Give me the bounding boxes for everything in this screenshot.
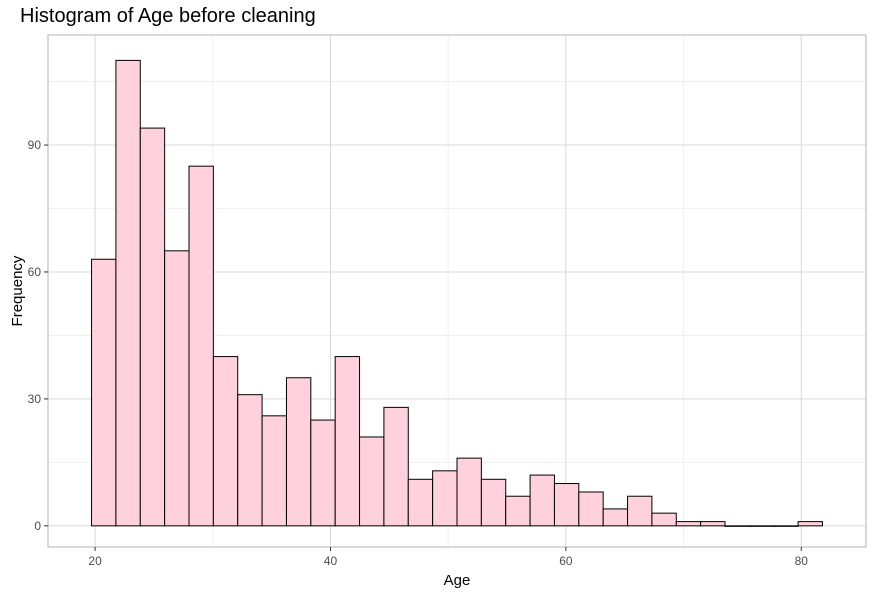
x-axis-ticks: 20 40 60 80 — [88, 547, 808, 568]
histogram-bar — [139, 127, 166, 527]
histogram-bar — [456, 457, 482, 527]
histogram-bar — [285, 377, 312, 527]
histogram-bar — [310, 419, 336, 527]
y-tick-label: 90 — [28, 138, 42, 152]
histogram-bars — [91, 59, 823, 527]
histogram-bar — [359, 436, 385, 527]
histogram-bar — [237, 394, 263, 527]
histogram-bar — [553, 483, 580, 527]
histogram-bar — [700, 521, 726, 527]
y-axis-ticks: 0 30 60 90 — [28, 138, 48, 533]
y-tick-label: 30 — [28, 392, 42, 406]
y-tick-label: 60 — [28, 265, 42, 279]
histogram-bar — [773, 525, 799, 527]
histogram-bar — [383, 406, 409, 527]
chart-title: Histogram of Age before cleaning — [20, 5, 316, 27]
x-tick-label: 80 — [795, 554, 809, 568]
histogram-bar — [261, 415, 287, 527]
y-axis-title: Frequency — [9, 255, 26, 326]
histogram-bar — [797, 521, 823, 527]
histogram-bar — [480, 478, 507, 527]
histogram-bar — [115, 59, 141, 527]
x-tick-label: 60 — [559, 554, 573, 568]
panel-border — [47, 34, 867, 548]
histogram-bar — [529, 474, 555, 527]
histogram-bar — [748, 525, 775, 527]
histogram-bar — [578, 491, 604, 527]
histogram-bar — [602, 508, 629, 527]
y-tick-label: 0 — [34, 519, 41, 533]
histogram-bar — [212, 356, 239, 527]
x-tick-label: 20 — [88, 554, 102, 568]
histogram-bar — [164, 250, 190, 527]
histogram-bar — [675, 521, 702, 527]
histogram-bar — [407, 478, 434, 527]
x-axis-title: Age — [444, 572, 471, 589]
histogram-bar — [505, 495, 531, 527]
histogram-bar — [334, 356, 361, 527]
histogram-bar — [651, 512, 677, 527]
x-tick-label: 40 — [324, 554, 338, 568]
histogram-bar — [724, 525, 750, 527]
histogram-bar — [432, 470, 458, 527]
histogram-bar — [91, 258, 117, 527]
histogram-bar — [627, 495, 653, 527]
histogram-bar — [188, 165, 214, 527]
